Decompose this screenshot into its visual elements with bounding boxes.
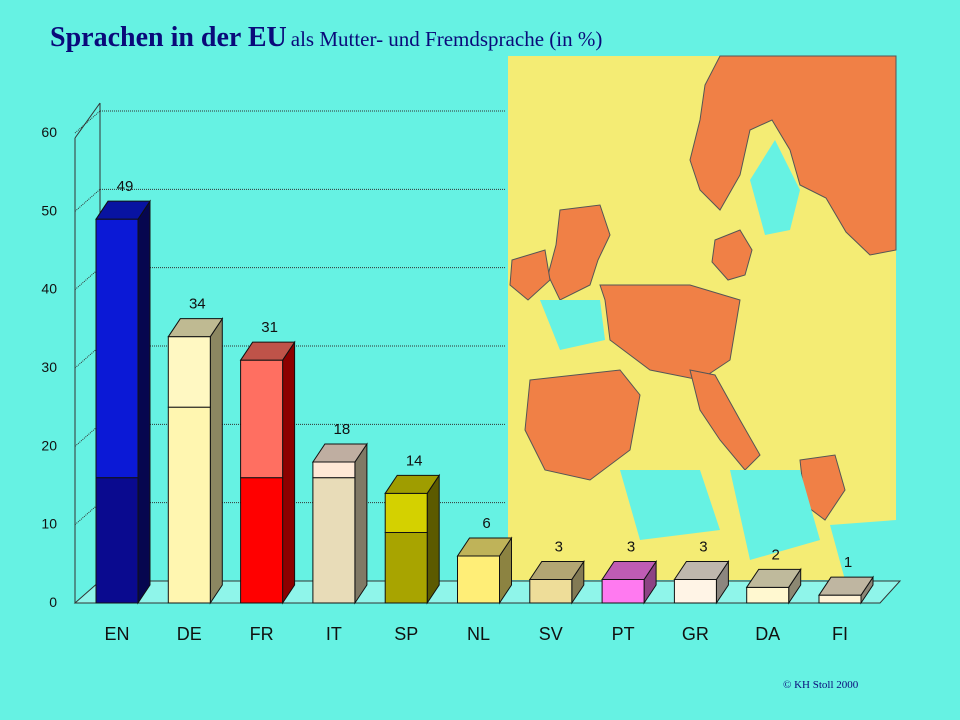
map-sea — [540, 300, 605, 350]
data-label: 31 — [261, 319, 278, 336]
x-tick-label: NL — [467, 624, 490, 644]
bar-top — [311, 443, 368, 463]
bar-segment-lower — [601, 579, 645, 604]
copyright-note: © KH Stoll 2000 — [783, 679, 859, 691]
bar-segment-upper — [384, 492, 428, 534]
bar-top — [818, 576, 874, 596]
x-tick-label: PT — [612, 624, 635, 644]
bar-segment-lower — [167, 406, 211, 604]
bar-de — [167, 317, 224, 605]
bar-top — [745, 568, 802, 588]
map-region-highlight — [524, 369, 641, 481]
bar-sv — [528, 559, 585, 605]
grid-depth-line — [74, 188, 101, 212]
bar-side — [282, 340, 296, 605]
x-tick-label: EN — [104, 624, 129, 644]
bar-segment-upper — [167, 336, 211, 408]
bar-segment-lower — [240, 477, 284, 604]
bar-side — [426, 473, 440, 605]
bar-segment-lower — [818, 594, 862, 604]
bar-segment-lower — [529, 579, 573, 604]
map-sea — [830, 520, 896, 580]
bar-it — [311, 442, 368, 605]
x-tick-label: DE — [177, 624, 202, 644]
x-tick-label: SP — [394, 624, 418, 644]
bar-top — [384, 474, 441, 494]
x-tick-label: GR — [682, 624, 709, 644]
grid-depth-line — [74, 345, 101, 369]
bar-fr — [239, 340, 296, 605]
x-tick-label: FI — [832, 624, 848, 644]
data-label: 3 — [699, 539, 707, 556]
bar-top — [167, 318, 224, 338]
x-tick-label: FR — [250, 624, 274, 644]
data-label: 18 — [334, 421, 351, 438]
map-sea — [620, 470, 720, 540]
data-label: 6 — [482, 515, 490, 532]
bar-fi — [818, 575, 874, 605]
y-tick-label: 30 — [41, 359, 57, 375]
bar-side — [137, 199, 151, 605]
data-label: 3 — [627, 539, 635, 556]
grid-depth-line — [74, 267, 101, 291]
bar-segment-lower — [384, 532, 428, 604]
bar-pt — [601, 559, 658, 605]
bars — [95, 199, 874, 605]
title-subtitle: als Mutter- und Fremdsprache (in %) — [290, 27, 603, 51]
bar-side — [354, 442, 368, 605]
x-tick-label: IT — [326, 624, 342, 644]
bar-top — [95, 200, 151, 220]
y-tick-label: 50 — [41, 202, 57, 218]
bar-segment-lower — [95, 477, 139, 604]
map-region-highlight — [509, 249, 551, 301]
y-tick-label: 60 — [41, 124, 57, 140]
bar-segment-lower — [457, 555, 500, 604]
grid-depth-line — [74, 110, 101, 134]
bar-sp — [384, 473, 441, 605]
bar-segment-lower — [312, 477, 356, 604]
bar-segment-upper — [240, 359, 284, 479]
europe-map — [508, 55, 897, 580]
bar-en — [95, 199, 151, 605]
bar-segment-upper — [312, 461, 356, 479]
data-label: 1 — [844, 554, 852, 571]
labels: 49 EN 34 DE 31 FR 18 IT 14 SP 6 NL 3 SV 3 PT 3 GR 2 DA 1 FI — [104, 178, 852, 644]
map-sea — [750, 140, 800, 235]
bar-segment-upper — [95, 218, 139, 479]
chart-title: Sprachen in der EU als Mutter- und Fremd… — [50, 22, 602, 54]
map-region-highlight — [689, 55, 897, 256]
bar-nl — [456, 536, 513, 605]
y-tick-label: 40 — [41, 281, 57, 297]
axis-depth-line — [74, 102, 101, 139]
map-sea — [730, 470, 820, 560]
bar-segment-lower — [673, 579, 717, 604]
map-region-highlight — [689, 369, 761, 471]
bar-segment-lower — [746, 586, 790, 604]
bar-da — [745, 567, 802, 605]
bar-top — [601, 561, 658, 580]
data-label: 3 — [555, 539, 563, 556]
x-tick-label: SV — [539, 624, 563, 644]
bar-side — [209, 317, 223, 605]
map-region-highlight — [711, 229, 753, 281]
data-label: 14 — [406, 452, 423, 469]
bar-top — [456, 537, 513, 557]
title-main: Sprachen in der EU — [50, 22, 287, 53]
y-tick-label: 10 — [41, 516, 57, 532]
y-tick-label: 0 — [49, 594, 57, 610]
bar-top — [239, 341, 296, 361]
data-label: 49 — [117, 178, 134, 195]
bar-top — [673, 561, 730, 580]
data-label: 2 — [772, 546, 780, 563]
y-tick-label: 20 — [41, 437, 57, 453]
bar-gr — [673, 559, 730, 605]
grid-depth-line — [74, 502, 101, 526]
map-region-highlight — [547, 204, 611, 301]
bar-top — [528, 561, 585, 580]
data-label: 34 — [189, 296, 206, 313]
x-tick-label: DA — [755, 624, 780, 644]
grid-depth-line — [74, 423, 101, 447]
